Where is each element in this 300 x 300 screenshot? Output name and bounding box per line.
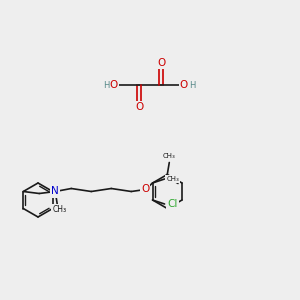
Text: CH₃: CH₃ xyxy=(166,176,179,182)
Text: Cl: Cl xyxy=(167,199,178,209)
Text: H: H xyxy=(103,80,109,89)
Text: CH₃: CH₃ xyxy=(52,205,66,214)
Text: O: O xyxy=(110,80,118,90)
Text: O: O xyxy=(180,80,188,90)
Text: N: N xyxy=(51,187,59,196)
Text: H: H xyxy=(189,80,195,89)
Text: CH₃: CH₃ xyxy=(163,154,176,160)
Text: O: O xyxy=(135,102,143,112)
Text: O: O xyxy=(157,58,165,68)
Text: O: O xyxy=(141,184,149,194)
